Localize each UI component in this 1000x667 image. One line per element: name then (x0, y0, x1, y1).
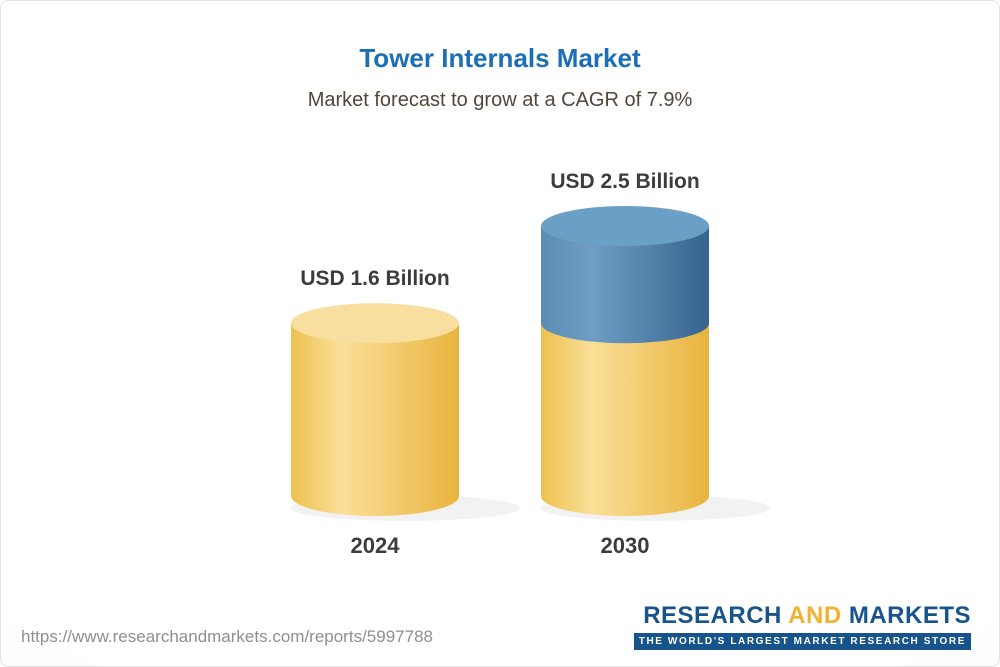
bar-2030-top-cap (541, 206, 709, 246)
logo-word-research: RESEARCH (643, 602, 782, 629)
brand-tagline: THE WORLD'S LARGEST MARKET RESEARCH STOR… (633, 633, 971, 650)
bar-2030-segment-base (541, 323, 709, 516)
brand-wordmark: RESEARCH AND MARKETS (634, 602, 971, 630)
logo-word-markets: MARKETS (848, 602, 971, 629)
brand-logo: RESEARCH AND MARKETS THE WORLD'S LARGEST… (633, 602, 971, 650)
bar-2030-segment-growth (541, 226, 709, 344)
source-url: https://www.researchandmarkets.com/repor… (21, 627, 433, 646)
chart-title: Tower Internals Market (359, 43, 641, 73)
bar-2024-top-cap (291, 303, 459, 344)
chart-subtitle: Market forecast to grow at a CAGR of 7.9… (307, 89, 693, 111)
logo-word-and: AND (788, 602, 842, 629)
bar-2024-segment-base (291, 323, 459, 516)
